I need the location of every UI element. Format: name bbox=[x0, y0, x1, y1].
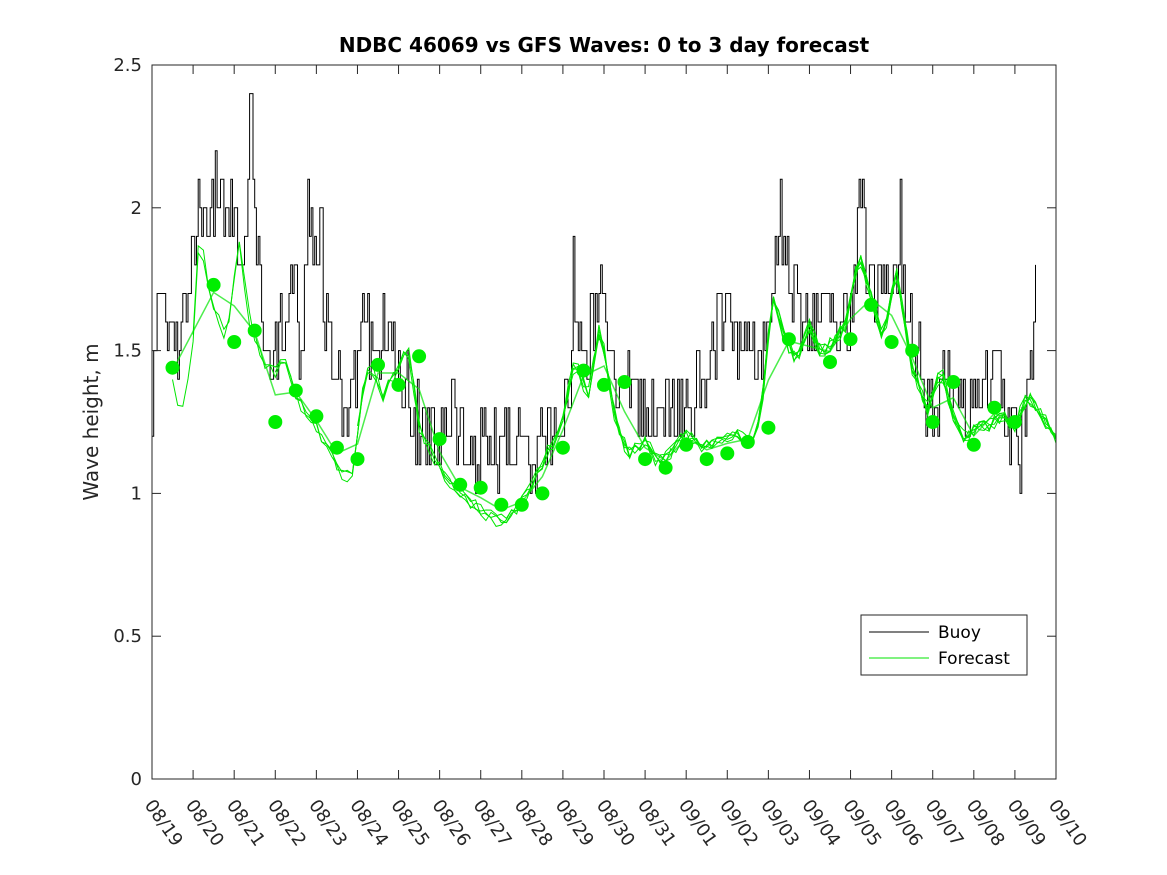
forecast-marker bbox=[206, 277, 221, 292]
forecast-marker bbox=[843, 332, 858, 347]
forecast-marker bbox=[329, 440, 344, 455]
forecast-marker bbox=[987, 400, 1002, 415]
forecast-line bbox=[274, 255, 1057, 527]
forecast-marker bbox=[247, 323, 262, 338]
forecast-marker bbox=[966, 437, 981, 452]
forecast-marker bbox=[946, 375, 961, 389]
y-tick-label: 0.5 bbox=[113, 626, 142, 647]
x-tick-label: 09/02 bbox=[715, 796, 762, 851]
y-tick-label: 2.5 bbox=[113, 55, 142, 76]
forecast-marker bbox=[925, 415, 940, 429]
legend-forecast-label: Forecast bbox=[938, 649, 1010, 669]
y-tick-label: 1.5 bbox=[113, 341, 142, 362]
x-tick-label: 08/20 bbox=[181, 796, 228, 851]
x-tick-label: 09/04 bbox=[797, 796, 844, 851]
x-tick-label: 08/27 bbox=[469, 796, 516, 851]
forecast-marker bbox=[576, 363, 591, 378]
legend: Buoy Forecast bbox=[860, 614, 1028, 676]
buoy-line bbox=[152, 93, 1036, 494]
y-axis-label: Wave height, m bbox=[79, 343, 103, 500]
x-tick-label: 09/10 bbox=[1044, 796, 1091, 851]
forecast-line bbox=[357, 260, 1057, 524]
forecast-marker bbox=[884, 335, 899, 349]
x-tick-label: 09/05 bbox=[838, 796, 885, 851]
forecast-marker bbox=[494, 497, 509, 512]
forecast-marker bbox=[227, 335, 242, 349]
forecast-markers bbox=[165, 277, 1022, 512]
forecast-marker bbox=[165, 360, 180, 375]
y-tick-label: 2 bbox=[131, 198, 142, 219]
forecast-marker bbox=[268, 415, 283, 429]
forecast-marker bbox=[864, 297, 879, 312]
legend-box bbox=[860, 614, 1028, 676]
x-tick-label: 09/07 bbox=[921, 796, 968, 851]
forecast-marker bbox=[679, 437, 694, 452]
x-tick-label: 09/08 bbox=[962, 796, 1009, 851]
x-tick-label: 09/06 bbox=[880, 796, 927, 851]
x-tick-label: 08/26 bbox=[428, 796, 475, 851]
x-tick-label: 08/19 bbox=[140, 796, 187, 851]
forecast-marker bbox=[371, 357, 385, 372]
x-tick-label: 08/24 bbox=[345, 796, 392, 851]
forecast-marker bbox=[761, 420, 776, 435]
forecast-marker bbox=[473, 480, 488, 495]
forecast-marker bbox=[1007, 415, 1022, 429]
y-tick-label: 0 bbox=[131, 769, 142, 790]
forecast-marker bbox=[597, 377, 611, 392]
buoy-series bbox=[152, 93, 1036, 494]
forecast-marker bbox=[453, 477, 468, 492]
forecast-marker bbox=[555, 440, 570, 455]
forecast-marker bbox=[617, 375, 632, 389]
forecast-marker bbox=[720, 446, 735, 461]
forecast-marker bbox=[823, 355, 837, 369]
x-tick-label: 08/23 bbox=[304, 796, 351, 851]
forecast-marker bbox=[638, 452, 653, 467]
y-axis: 0 0.5 1 1.5 2 2.5 bbox=[113, 55, 1056, 790]
x-tick-label: 08/22 bbox=[263, 796, 310, 851]
forecast-marker bbox=[699, 452, 714, 467]
x-tick-label: 08/29 bbox=[551, 796, 598, 851]
x-tick-label: 08/30 bbox=[592, 796, 639, 851]
forecast-marker bbox=[309, 409, 324, 424]
x-tick-label: 08/21 bbox=[222, 796, 269, 851]
forecast-marker bbox=[905, 343, 920, 358]
forecast-marker bbox=[432, 432, 447, 447]
x-tick-label: 09/03 bbox=[756, 796, 803, 851]
legend-buoy-label: Buoy bbox=[938, 623, 981, 643]
x-tick-label: 08/31 bbox=[633, 796, 680, 851]
x-tick-label: 09/01 bbox=[674, 796, 721, 851]
x-tick-label: 08/28 bbox=[510, 796, 557, 851]
forecast-marker bbox=[658, 460, 673, 475]
x-tick-label: 08/25 bbox=[386, 796, 433, 851]
forecast-marker bbox=[391, 377, 406, 392]
forecast-analysis-line bbox=[171, 291, 1016, 511]
forecast-marker bbox=[350, 452, 365, 467]
forecast-marker bbox=[288, 383, 303, 398]
forecast-marker bbox=[740, 435, 755, 449]
forecast-marker bbox=[514, 497, 529, 512]
x-tick-label: 09/09 bbox=[1003, 796, 1050, 851]
y-tick-label: 1 bbox=[131, 483, 142, 504]
forecast-marker bbox=[781, 332, 796, 347]
chart-title: NDBC 46069 vs GFS Waves: 0 to 3 day fore… bbox=[339, 33, 870, 57]
forecast-marker bbox=[535, 486, 550, 501]
forecast-marker bbox=[412, 349, 427, 364]
